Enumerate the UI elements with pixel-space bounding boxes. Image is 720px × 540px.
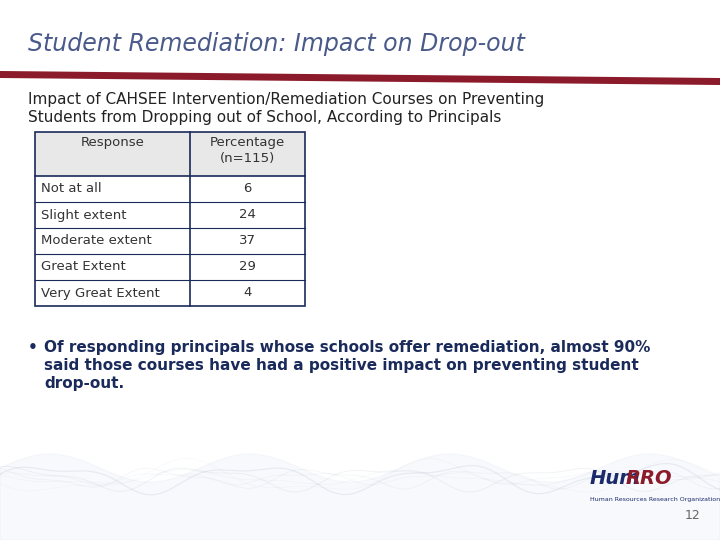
Text: Moderate extent: Moderate extent	[41, 234, 152, 247]
Text: drop-out.: drop-out.	[44, 376, 124, 391]
Text: Response: Response	[81, 136, 145, 149]
Text: 37: 37	[239, 234, 256, 247]
Text: 6: 6	[243, 183, 252, 195]
Text: •: •	[28, 340, 38, 355]
Text: Very Great Extent: Very Great Extent	[41, 287, 160, 300]
Text: Students from Dropping out of School, According to Principals: Students from Dropping out of School, Ac…	[28, 110, 501, 125]
Text: Hum: Hum	[590, 469, 641, 488]
Text: Slight extent: Slight extent	[41, 208, 127, 221]
Text: said those courses have had a positive impact on preventing student: said those courses have had a positive i…	[44, 358, 639, 373]
Text: 4: 4	[243, 287, 252, 300]
Text: RRO: RRO	[626, 469, 672, 488]
Text: 24: 24	[239, 208, 256, 221]
Text: Human Resources Research Organization: Human Resources Research Organization	[590, 497, 720, 502]
Text: 12: 12	[684, 509, 700, 522]
Bar	[35, 132, 305, 176]
Text: Percentage
(n=115): Percentage (n=115)	[210, 136, 285, 165]
Text: Student Remediation: Impact on Drop-out: Student Remediation: Impact on Drop-out	[28, 32, 525, 56]
Text: Of responding principals whose schools offer remediation, almost 90%: Of responding principals whose schools o…	[44, 340, 650, 355]
Text: Great Extent: Great Extent	[41, 260, 126, 273]
Text: Not at all: Not at all	[41, 183, 102, 195]
Polygon shape	[0, 71, 720, 85]
Bar	[35, 132, 305, 306]
Text: 29: 29	[239, 260, 256, 273]
Text: Impact of CAHSEE Intervention/Remediation Courses on Preventing: Impact of CAHSEE Intervention/Remediatio…	[28, 92, 544, 107]
